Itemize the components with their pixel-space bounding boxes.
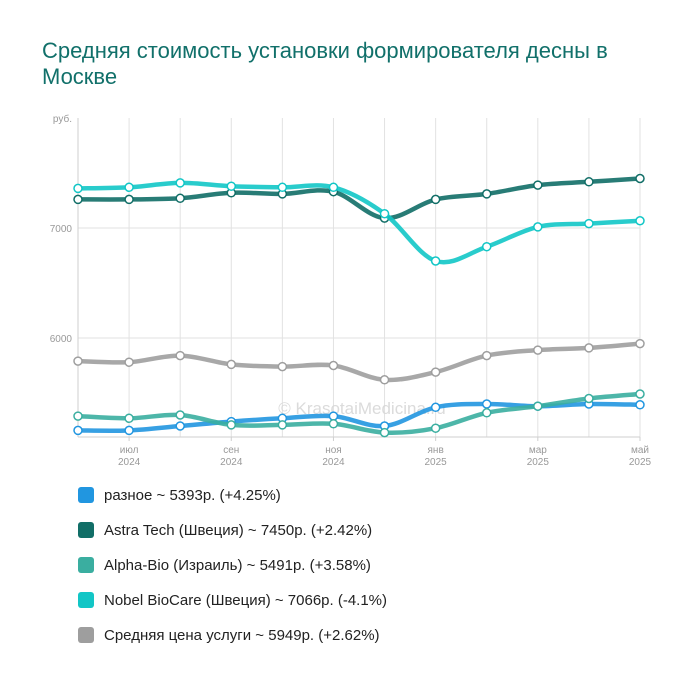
data-point — [481, 189, 492, 199]
data-point — [481, 241, 492, 252]
data-point — [584, 177, 594, 187]
data-point — [328, 360, 339, 371]
data-point — [533, 222, 543, 232]
series-line-3 — [75, 180, 643, 265]
data-point — [175, 178, 185, 188]
data-point — [124, 425, 134, 436]
legend-swatch — [78, 522, 94, 538]
x-tick-label-year: 2024 — [322, 457, 345, 468]
x-tick-label-month: мар — [529, 445, 547, 456]
legend-label: Alpha-Bio (Израиль) ~ 5491р. (+3.58%) — [104, 556, 371, 574]
data-point — [635, 215, 645, 226]
data-point — [124, 413, 134, 424]
legend-item-astra-tech[interactable]: Astra Tech (Швеция) ~ 7450р. (+2.42%) — [78, 521, 387, 539]
x-tick-label-year: 2024 — [118, 457, 141, 468]
legend-label: Astra Tech (Швеция) ~ 7450р. (+2.42%) — [104, 521, 373, 539]
x-tick-label-month: июл — [120, 445, 139, 456]
data-point — [124, 194, 134, 205]
legend-label: Nobel BioCare (Швеция) ~ 7066р. (-4.1%) — [104, 591, 388, 609]
data-point — [635, 338, 645, 349]
y-unit-label: руб. — [53, 113, 72, 125]
data-point — [73, 194, 83, 205]
data-point — [430, 402, 441, 413]
legend-swatch — [78, 557, 94, 573]
x-tick-label-month: май — [631, 445, 649, 456]
legend-swatch — [78, 592, 94, 608]
data-point — [226, 420, 237, 430]
x-tick-label-year: 2025 — [527, 457, 550, 468]
y-tick-label: 6000 — [50, 334, 73, 345]
line-chart: 70006000руб.июл2024сен2024ноя2024янв2025… — [50, 113, 652, 468]
data-point — [124, 182, 134, 193]
legend-item-average-price[interactable]: Средняя цена услуги ~ 5949р. (+2.62%) — [78, 626, 387, 644]
data-point — [175, 421, 185, 431]
data-point — [481, 408, 492, 418]
data-point — [379, 427, 390, 438]
x-tick-label-year: 2024 — [220, 457, 243, 468]
data-point — [73, 425, 83, 436]
data-point — [533, 345, 543, 355]
watermark: © KrasotaiMedicina.ru — [278, 399, 446, 418]
data-point — [73, 183, 83, 194]
data-point — [328, 419, 339, 429]
chart-legend: разное ~ 5393р. (+4.25%) Astra Tech (Шве… — [78, 486, 387, 661]
data-point — [328, 411, 339, 421]
data-point — [379, 208, 390, 219]
data-point — [175, 350, 185, 361]
legend-swatch — [78, 487, 94, 503]
legend-label: разное ~ 5393р. (+4.25%) — [104, 486, 281, 504]
data-point — [430, 194, 441, 205]
data-point — [533, 180, 543, 190]
data-point — [124, 357, 134, 367]
data-point — [73, 411, 83, 421]
data-point — [277, 420, 288, 430]
legend-swatch — [78, 627, 94, 643]
x-tick-label-month: янв — [428, 445, 444, 456]
data-point — [226, 359, 237, 370]
data-point — [635, 173, 645, 184]
data-point — [226, 181, 237, 191]
data-point — [277, 361, 288, 372]
chart-title: Средняя стоимость установки формировател… — [42, 38, 608, 89]
x-tick-label-month: ноя — [325, 445, 342, 456]
data-point — [481, 399, 492, 409]
x-tick-label-year: 2025 — [629, 457, 652, 468]
series-line-4 — [75, 341, 643, 383]
x-tick-label-year: 2025 — [425, 457, 448, 468]
data-point — [635, 389, 645, 399]
y-tick-label: 7000 — [50, 224, 73, 235]
legend-item-alpha-bio[interactable]: Alpha-Bio (Израиль) ~ 5491р. (+3.58%) — [78, 556, 387, 574]
legend-item-nobel-biocare[interactable]: Nobel BioCare (Швеция) ~ 7066р. (-4.1%) — [78, 591, 387, 609]
x-tick-label-month: сен — [223, 445, 239, 456]
data-point — [481, 350, 492, 361]
data-point — [175, 193, 185, 204]
data-point — [175, 410, 185, 420]
data-point — [430, 423, 441, 433]
data-point — [584, 393, 594, 404]
legend-item-raznoe[interactable]: разное ~ 5393р. (+4.25%) — [78, 486, 387, 504]
legend-label: Средняя цена услуги ~ 5949р. (+2.62%) — [104, 626, 380, 644]
data-point — [430, 367, 441, 377]
data-point — [430, 256, 441, 266]
data-point — [379, 375, 390, 385]
data-point — [328, 182, 339, 193]
data-point — [635, 400, 645, 410]
data-point — [73, 356, 83, 366]
data-point — [277, 182, 288, 193]
data-point — [584, 218, 594, 229]
data-point — [533, 401, 543, 411]
data-point — [584, 343, 594, 353]
